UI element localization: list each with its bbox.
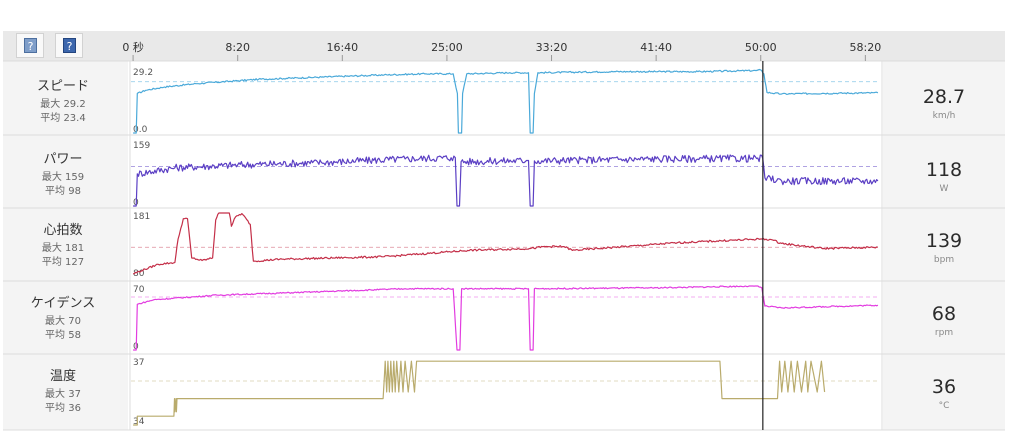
x-tick-label: 0 秒 bbox=[122, 40, 144, 54]
x-tick-label: 8:20 bbox=[225, 41, 250, 54]
current-value-column bbox=[883, 61, 1005, 430]
metric-max: 最大 37 bbox=[45, 389, 81, 400]
current-value: 139 bbox=[925, 230, 963, 252]
metric-average: 平均 127 bbox=[41, 257, 85, 268]
metric-max: 最大 70 bbox=[45, 316, 81, 327]
metric-name: 心拍数 bbox=[43, 223, 83, 238]
x-tick-label: 33:20 bbox=[536, 41, 568, 54]
y-tick-label: 159 bbox=[133, 141, 150, 151]
metric-name: 温度 bbox=[49, 369, 76, 384]
y-tick-label: 80 bbox=[133, 269, 145, 279]
unit-label: bpm bbox=[933, 255, 955, 265]
help-icon: ? bbox=[24, 38, 37, 53]
x-tick-label: 41:40 bbox=[640, 41, 672, 54]
metric-average: 平均 36 bbox=[45, 403, 81, 414]
help-button-1[interactable]: ? bbox=[16, 33, 44, 58]
metric-name: パワー bbox=[43, 152, 83, 167]
y-tick-label: 29.2 bbox=[133, 68, 153, 78]
y-tick-label: 181 bbox=[133, 212, 150, 222]
series-line bbox=[133, 285, 879, 351]
y-tick-label: 37 bbox=[133, 358, 144, 368]
y-tick-label: 34 bbox=[133, 417, 145, 427]
unit-label: W bbox=[939, 184, 949, 194]
series-line bbox=[133, 212, 878, 275]
unit-label: km/h bbox=[932, 111, 956, 121]
metric-average: 平均 98 bbox=[45, 186, 81, 197]
time-axis-bar bbox=[3, 31, 1005, 61]
series-line bbox=[133, 360, 826, 426]
metric-label-column bbox=[3, 61, 128, 430]
y-tick-label: 70 bbox=[133, 285, 145, 295]
current-value: 118 bbox=[925, 159, 963, 181]
metric-max: 最大 29.2 bbox=[40, 99, 86, 110]
current-value: 36 bbox=[931, 376, 957, 398]
metric-max: 最大 159 bbox=[41, 172, 85, 183]
metric-average: 平均 58 bbox=[45, 330, 81, 341]
current-value: 68 bbox=[931, 303, 957, 325]
metric-average: 平均 23.4 bbox=[40, 113, 86, 124]
x-tick-label: 16:40 bbox=[326, 41, 358, 54]
unit-label: °C bbox=[938, 401, 950, 411]
unit-label: rpm bbox=[934, 328, 954, 338]
metric-max: 最大 181 bbox=[41, 243, 85, 254]
y-tick-label: 0.0 bbox=[133, 125, 148, 135]
x-tick-label: 58:20 bbox=[850, 41, 882, 54]
help-button-2[interactable]: ? bbox=[55, 33, 83, 58]
series-line bbox=[133, 68, 879, 134]
series-line bbox=[133, 154, 879, 207]
metric-name: ケイデンス bbox=[30, 296, 96, 311]
x-tick-label: 25:00 bbox=[431, 41, 463, 54]
help-icon: ? bbox=[63, 38, 76, 53]
metric-name: スピード bbox=[36, 79, 89, 94]
current-value: 28.7 bbox=[922, 86, 966, 108]
x-tick-label: 50:00 bbox=[745, 41, 777, 54]
